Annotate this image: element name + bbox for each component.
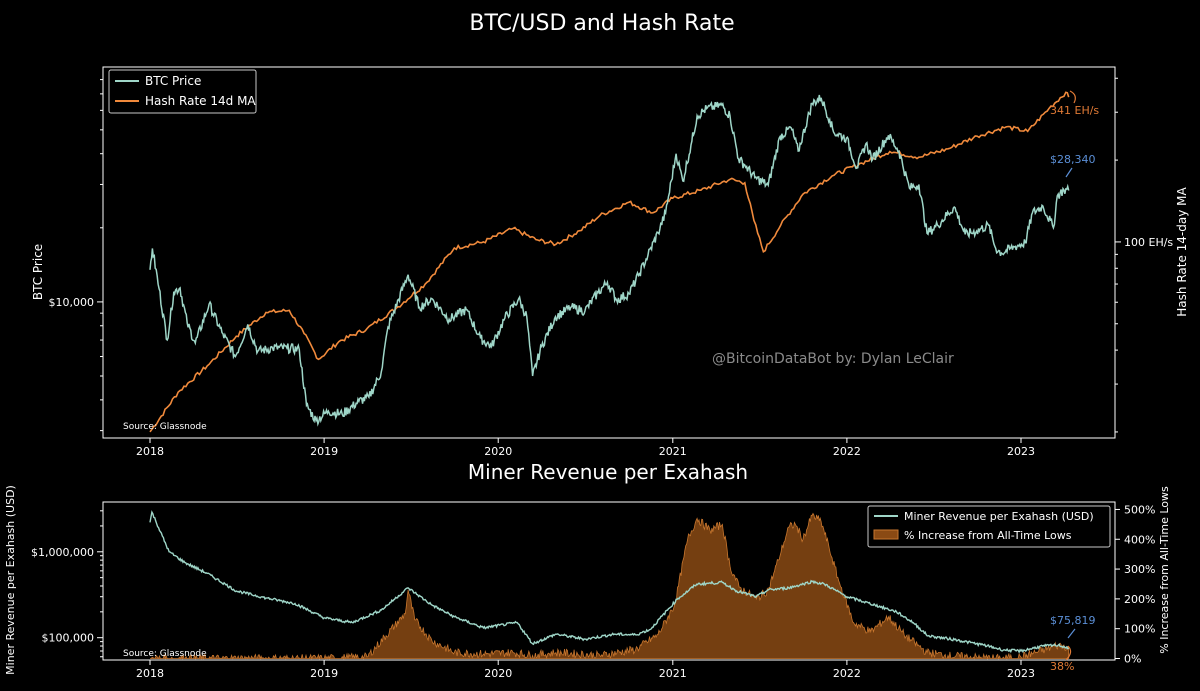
top-y-axis-label: BTC Price: [31, 244, 45, 300]
bottom-y-axis-right: 0% 100% 200% 300% 400% 500%: [1115, 503, 1155, 666]
chart-title-top: BTC/USD and Hash Rate: [469, 11, 734, 36]
top-y-axis-right-label: Hash Rate 14-day MA: [1175, 187, 1189, 317]
legend-entry-miner-revenue: Miner Revenue per Exahash (USD): [904, 510, 1094, 523]
bottom-plot-frame: [102, 501, 1116, 661]
bottom-legend: Miner Revenue per Exahash (USD) % Increa…: [867, 505, 1111, 548]
annotation-btc-price: $28,340: [1050, 153, 1096, 166]
x-tick-label: 2019: [310, 667, 338, 680]
x-tick-label: 2023: [1007, 445, 1035, 458]
y-tick-label: $10,000: [49, 296, 95, 309]
y-right-tick-label: 0%: [1124, 653, 1141, 666]
x-tick-label: 2019: [310, 445, 338, 458]
legend-entry-increase: % Increase from All-Time Lows: [904, 529, 1072, 542]
bottom-legend-box: [867, 505, 1111, 548]
y-right-tick-label: 400%: [1124, 533, 1155, 546]
bottom-source-note: Source: Glassnode: [123, 649, 207, 659]
series-line-btc-price: [149, 94, 1070, 427]
top-x-axis: 2018 2019 2020 2021 2022 2023: [136, 438, 1035, 458]
annotation-miner-revenue: $75,819: [1050, 614, 1096, 627]
top-y-axis-left: $10,000: [49, 79, 103, 432]
x-tick-label: 2021: [659, 445, 687, 458]
x-tick-label: 2022: [833, 445, 861, 458]
bottom-y-axis-label: Miner Revenue per Exahash (USD): [4, 485, 17, 675]
chart-title-bottom: Miner Revenue per Exahash: [468, 460, 748, 484]
bottom-x-axis: 2018 2019 2020 2021 2022 2023: [136, 660, 1035, 680]
x-tick-label: 2020: [484, 445, 512, 458]
legend-swatch-increase: [873, 529, 899, 540]
series-line-miner-revenue: [149, 510, 1070, 654]
bottom-plot-series: [149, 510, 1070, 660]
top-source-note: Source: Glassnode: [123, 422, 207, 432]
top-plot-frame: [102, 66, 1116, 439]
y-right-tick-label: 500%: [1124, 503, 1155, 516]
x-tick-label: 2021: [659, 667, 687, 680]
legend-entry-btc-price: BTC Price: [145, 74, 201, 88]
annotation-hash-arrow: [1069, 90, 1076, 104]
bottom-y-axis-left: $1,000,000 $100,000: [31, 510, 103, 658]
y-tick-label: $100,000: [42, 632, 95, 645]
watermark: @BitcoinDataBot by: Dylan LeClair: [712, 351, 954, 367]
y-right-tick-label: 300%: [1124, 563, 1155, 576]
annotation-revenue-arrow: [1067, 628, 1076, 639]
annotation-hash-rate: 341 EH/s: [1050, 104, 1099, 117]
y-right-tick-label: 100 EH/s: [1124, 236, 1173, 249]
series-line-hash-rate: [149, 91, 1070, 433]
x-tick-label: 2018: [136, 667, 164, 680]
top-legend-box: [108, 69, 257, 114]
y-right-tick-label: 100%: [1124, 623, 1155, 636]
annotation-btc-arrow: [1065, 167, 1073, 178]
top-y-axis-right: 100 EH/s: [1115, 77, 1173, 433]
top-plot-series: [149, 91, 1070, 433]
series-area-increase: [150, 512, 1070, 660]
annotation-increase-arrow: [1065, 645, 1072, 661]
y-tick-label: $1,000,000: [31, 546, 94, 559]
legend-entry-hash-rate: Hash Rate 14d MA: [145, 94, 256, 108]
bottom-y-axis-right-label: % Increase from All-Time Lows: [1158, 486, 1171, 654]
y-right-tick-label: 200%: [1124, 593, 1155, 606]
x-tick-label: 2022: [833, 667, 861, 680]
x-tick-label: 2020: [484, 667, 512, 680]
top-legend: BTC Price Hash Rate 14d MA: [108, 69, 257, 114]
annotation-increase: 38%: [1050, 660, 1074, 673]
x-tick-label: 2023: [1007, 667, 1035, 680]
x-tick-label: 2018: [136, 445, 164, 458]
